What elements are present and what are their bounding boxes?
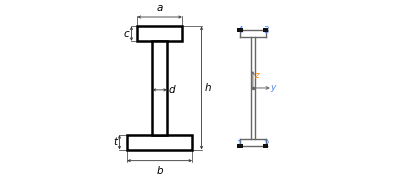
Bar [127, 135, 192, 150]
Text: h: h [205, 83, 211, 93]
Text: y: y [270, 83, 276, 92]
Text: b: b [156, 166, 163, 176]
Bar [237, 144, 243, 148]
Text: 4: 4 [237, 26, 243, 35]
Bar [137, 26, 182, 41]
Text: c: c [123, 29, 129, 39]
Text: 3: 3 [263, 26, 269, 35]
Text: z: z [254, 71, 259, 80]
Bar [237, 28, 243, 32]
Text: a: a [156, 3, 163, 13]
Bar [152, 41, 167, 135]
Text: d: d [168, 85, 175, 95]
Text: 2: 2 [263, 140, 269, 149]
Bar [263, 144, 268, 148]
Bar [263, 28, 268, 32]
Text: t: t [113, 137, 117, 147]
Text: 1: 1 [237, 140, 243, 149]
